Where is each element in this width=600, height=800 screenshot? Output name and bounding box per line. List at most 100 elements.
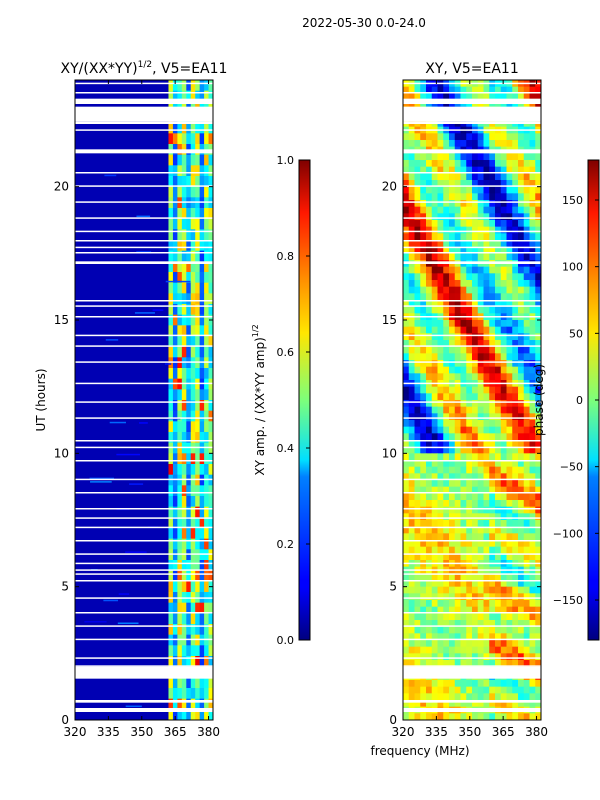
phase-cell xyxy=(431,220,438,228)
phase-cell xyxy=(506,246,513,254)
phase-data-gap-26 xyxy=(403,361,541,363)
phase-cell xyxy=(420,460,427,468)
phase-cell xyxy=(414,480,421,488)
phase-cell xyxy=(460,140,467,148)
phase-cell xyxy=(518,506,525,514)
phase-cell xyxy=(408,680,415,688)
amplitude-colorbar-label-exponent: 1/2 xyxy=(251,324,260,337)
phase-cell xyxy=(483,586,490,594)
amplitude-cell xyxy=(181,656,187,668)
amplitude-data-gap-47 xyxy=(75,82,213,85)
phase-cell xyxy=(449,546,456,554)
amplitude-cell xyxy=(186,421,192,433)
phase-cell xyxy=(426,266,433,274)
phase-cell xyxy=(477,640,484,648)
phase-cell xyxy=(431,86,438,94)
phase-cell xyxy=(477,693,484,701)
phase-cell xyxy=(414,580,421,588)
phase-cell xyxy=(420,406,427,414)
phase-cell xyxy=(483,526,490,534)
phase-cell xyxy=(443,660,450,668)
phase-cell xyxy=(460,360,467,368)
phase-cell xyxy=(495,400,502,408)
phase-cell xyxy=(443,420,450,428)
phase-cell xyxy=(495,420,502,428)
amplitude-cell xyxy=(186,229,192,241)
phase-cell xyxy=(437,326,444,334)
phase-cell xyxy=(529,340,536,348)
phase-cell xyxy=(408,553,415,561)
phase-cell xyxy=(518,300,525,308)
amplitude-cell xyxy=(204,261,210,273)
phase-cell xyxy=(506,713,513,720)
phase-cell xyxy=(506,600,513,608)
phase-cell xyxy=(477,433,484,441)
phase-cell xyxy=(472,233,479,241)
phase-cell xyxy=(477,586,484,594)
phase-cell xyxy=(466,166,473,174)
phase-cell xyxy=(495,280,502,288)
phase-cell xyxy=(472,693,479,701)
amplitude-cell xyxy=(168,218,174,230)
phase-cell xyxy=(535,180,541,188)
amplitude-cb-tick-label-3: 0.6 xyxy=(277,346,295,359)
phase-cell xyxy=(535,540,541,548)
phase-cell xyxy=(431,333,438,341)
phase-cell xyxy=(443,486,450,494)
amplitude-cell xyxy=(181,325,187,337)
phase-cell xyxy=(472,366,479,374)
phase-cell xyxy=(523,340,530,348)
amplitude-data-gap-18 xyxy=(75,492,213,494)
phase-data-gap-0 xyxy=(403,708,541,712)
phase-cell xyxy=(466,386,473,394)
phase-cell xyxy=(431,593,438,601)
phase-cell xyxy=(489,653,496,661)
phase-cell xyxy=(466,653,473,661)
phase-cell xyxy=(408,253,415,261)
phase-cell xyxy=(460,660,467,668)
phase-cell xyxy=(408,433,415,441)
amplitude-cell xyxy=(177,165,183,177)
phase-cell xyxy=(472,93,479,101)
phase-cell xyxy=(535,306,541,314)
phase-cell xyxy=(403,360,410,368)
phase-cell xyxy=(512,140,519,148)
amplitude-cell xyxy=(181,453,187,465)
amplitude-cell xyxy=(199,410,205,422)
phase-cell xyxy=(500,333,507,341)
phase-cell xyxy=(449,540,456,548)
amplitude-cell xyxy=(195,218,201,230)
amplitude-cell xyxy=(199,421,205,433)
phase-cell xyxy=(426,580,433,588)
phase-cell xyxy=(518,166,525,174)
amplitude-cb-tick-label-4: 0.8 xyxy=(277,250,295,263)
phase-cell xyxy=(408,413,415,421)
amplitude-cell xyxy=(199,432,205,444)
amplitude-cell xyxy=(177,261,183,273)
phase-cell xyxy=(443,306,450,314)
phase-cell xyxy=(495,606,502,614)
phase-cell xyxy=(512,420,519,428)
phase-cell xyxy=(512,180,519,188)
phase-cell xyxy=(489,233,496,241)
amplitude-cell xyxy=(172,709,178,720)
phase-cell xyxy=(437,486,444,494)
phase-cell xyxy=(449,553,456,561)
phase-cell xyxy=(443,686,450,694)
phase-cell xyxy=(466,520,473,528)
phase-cell xyxy=(506,300,513,308)
amplitude-cell xyxy=(172,90,178,102)
phase-cell xyxy=(523,686,530,694)
phase-cell xyxy=(426,333,433,341)
phase-cell xyxy=(454,253,461,261)
phase-cell xyxy=(443,446,450,454)
amplitude-streak xyxy=(136,251,152,253)
phase-cell xyxy=(529,286,536,294)
phase-cell xyxy=(431,460,438,468)
phase-cell xyxy=(454,293,461,301)
amplitude-cell xyxy=(177,208,183,220)
phase-cell xyxy=(472,580,479,588)
phase-cell xyxy=(512,593,519,601)
phase-cell xyxy=(454,533,461,541)
amplitude-cell xyxy=(199,293,205,305)
